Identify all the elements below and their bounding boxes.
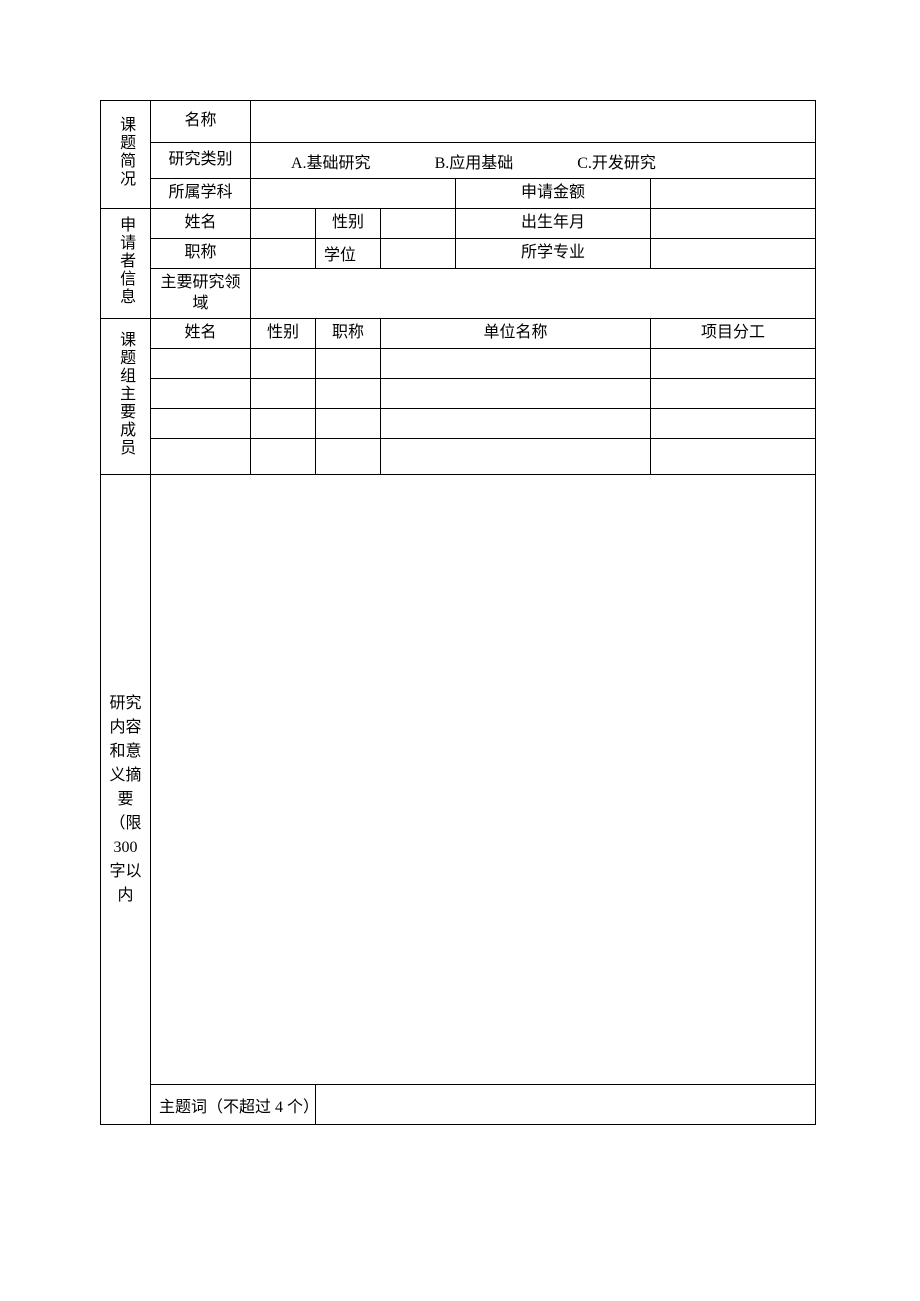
- member-role[interactable]: [651, 439, 816, 475]
- type-a: A.基础研究: [291, 149, 371, 173]
- member-name[interactable]: [151, 379, 251, 409]
- member-name[interactable]: [151, 349, 251, 379]
- research-type-options[interactable]: A.基础研究 B.应用基础 C.开发研究: [251, 143, 816, 179]
- member-gender[interactable]: [251, 439, 316, 475]
- member-role[interactable]: [651, 379, 816, 409]
- gender-value[interactable]: [381, 208, 456, 238]
- member-gender[interactable]: [251, 349, 316, 379]
- gender-label: 性别: [316, 208, 381, 238]
- abstract-content[interactable]: [151, 475, 816, 1085]
- type-b: B.应用基础: [435, 149, 514, 173]
- keywords-label: 主题词（不超过 4 个）: [151, 1085, 316, 1125]
- member-unit[interactable]: [381, 439, 651, 475]
- member-jobtitle[interactable]: [316, 439, 381, 475]
- member-role[interactable]: [651, 409, 816, 439]
- member-gender[interactable]: [251, 409, 316, 439]
- member-unit[interactable]: [381, 379, 651, 409]
- jobtitle-value[interactable]: [251, 238, 316, 268]
- birth-value[interactable]: [651, 208, 816, 238]
- application-form-table: 课题简况 名称 研究类别 A.基础研究 B.应用基础 C.开发研究 所属学科 申…: [100, 100, 816, 1125]
- member-jobtitle[interactable]: [316, 379, 381, 409]
- jobtitle-label: 职称: [151, 238, 251, 268]
- type-c: C.开发研究: [577, 149, 656, 173]
- applicant-name-label: 姓名: [151, 208, 251, 238]
- degree-label: 学位: [316, 238, 381, 268]
- name-label: 名称: [151, 101, 251, 143]
- section4-title: 研究内容和意义摘要（限300 字以内: [101, 475, 151, 1125]
- member-unit[interactable]: [381, 409, 651, 439]
- table-row: [101, 439, 816, 475]
- amount-label: 申请金额: [456, 179, 651, 209]
- applicant-name-value[interactable]: [251, 208, 316, 238]
- member-jobtitle[interactable]: [316, 409, 381, 439]
- table-row: [101, 379, 816, 409]
- major-value[interactable]: [651, 238, 816, 268]
- member-unit[interactable]: [381, 349, 651, 379]
- table-row: [101, 349, 816, 379]
- name-value[interactable]: [251, 101, 816, 143]
- member-jobtitle-header: 职称: [316, 319, 381, 349]
- member-gender[interactable]: [251, 379, 316, 409]
- discipline-label: 所属学科: [151, 179, 251, 209]
- section2-title: 申请者信息: [101, 208, 151, 319]
- degree-value[interactable]: [381, 238, 456, 268]
- member-role[interactable]: [651, 349, 816, 379]
- table-row: [101, 409, 816, 439]
- member-name[interactable]: [151, 409, 251, 439]
- keywords-value[interactable]: [316, 1085, 816, 1125]
- amount-value[interactable]: [651, 179, 816, 209]
- birth-label: 出生年月: [456, 208, 651, 238]
- section3-title: 课题组主要成员: [101, 319, 151, 475]
- discipline-value[interactable]: [251, 179, 456, 209]
- member-gender-header: 性别: [251, 319, 316, 349]
- section1-title: 课题简况: [101, 101, 151, 209]
- member-unit-header: 单位名称: [381, 319, 651, 349]
- member-name-header: 姓名: [151, 319, 251, 349]
- member-jobtitle[interactable]: [316, 349, 381, 379]
- member-name[interactable]: [151, 439, 251, 475]
- research-type-label: 研究类别: [151, 143, 251, 179]
- member-role-header: 项目分工: [651, 319, 816, 349]
- research-field-label: 主要研究领域: [151, 268, 251, 319]
- research-field-value[interactable]: [251, 268, 816, 319]
- major-label: 所学专业: [456, 238, 651, 268]
